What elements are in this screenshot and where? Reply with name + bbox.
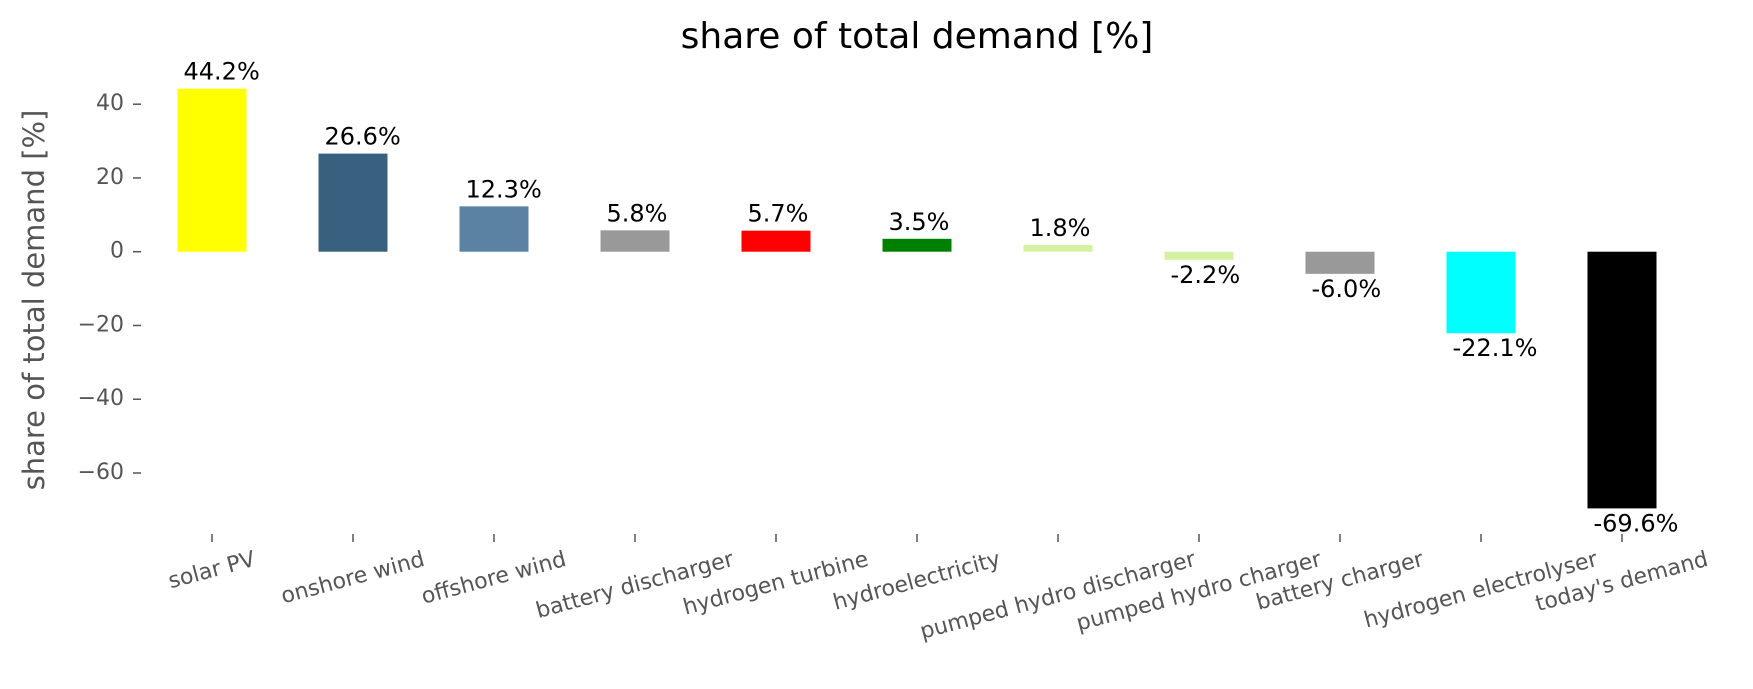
value-label: 44.2% [184,58,260,86]
y-tick-label: 20 [96,165,124,190]
bar [1446,251,1516,334]
bar [1305,251,1375,274]
chart-title: share of total demand [%] [681,16,1154,57]
value-label: -22.1% [1453,334,1538,362]
y-tick-label: −60 [78,460,124,485]
x-tick-label: solar PV [166,547,258,594]
value-label: 5.7% [748,200,809,228]
value-label: 1.8% [1030,214,1091,242]
bar [177,88,247,252]
bar [1587,251,1657,509]
value-label: 3.5% [889,208,950,236]
y-tick-label: 0 [110,239,124,264]
value-label: 12.3% [466,175,542,203]
bar [741,230,811,252]
value-label: 5.8% [607,199,668,227]
bar [882,238,952,252]
y-tick-label: 40 [96,91,124,116]
bar [1164,251,1234,260]
y-tick-label: −40 [78,386,124,411]
value-label: 26.6% [325,123,401,151]
bar [459,206,529,252]
value-label: -6.0% [1312,275,1382,303]
x-tick-label: onshore wind [278,547,427,609]
value-label: -2.2% [1171,261,1241,289]
bar [600,230,670,252]
value-label: -69.6% [1594,509,1679,537]
bar [1023,245,1093,252]
bar [318,153,388,252]
y-axis-label: share of total demand [%] [17,110,51,491]
y-tick-label: −20 [78,312,124,337]
